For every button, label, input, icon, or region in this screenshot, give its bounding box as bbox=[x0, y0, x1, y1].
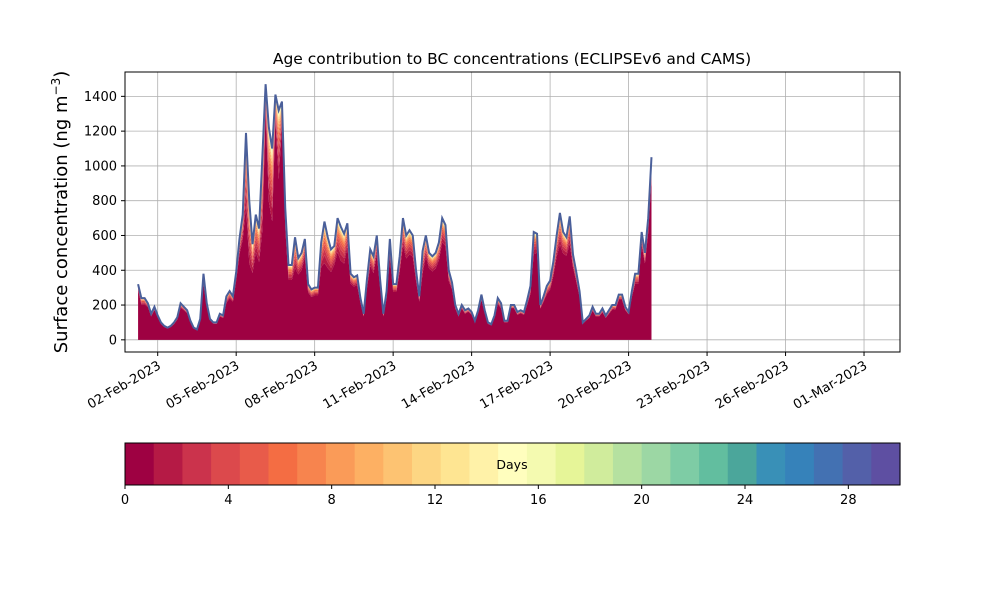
colorbar-segment bbox=[670, 443, 700, 485]
colorbar-segment bbox=[412, 443, 442, 485]
colorbar-tick-label: 20 bbox=[633, 493, 650, 508]
y-tick-label: 800 bbox=[92, 194, 117, 209]
colorbar-tick-label: 0 bbox=[121, 493, 129, 508]
colorbar-segment bbox=[699, 443, 729, 485]
x-tick-label: 20-Feb-2023 bbox=[556, 358, 635, 412]
colorbar-segment bbox=[469, 443, 499, 485]
colorbar-segment bbox=[297, 443, 327, 485]
plot-frame bbox=[124, 71, 901, 353]
colorbar-segment bbox=[239, 443, 270, 485]
axes-frame bbox=[124, 71, 901, 353]
colorbar-tick-label: 8 bbox=[328, 493, 336, 508]
x-tick-label: 05-Feb-2023 bbox=[164, 358, 243, 412]
colorbar-segment bbox=[383, 443, 413, 485]
colorbar-tick-label: 12 bbox=[427, 493, 444, 508]
colorbar-segment bbox=[125, 443, 155, 485]
x-tick-label: 26-Feb-2023 bbox=[713, 358, 792, 412]
colorbar-tick-label: 16 bbox=[530, 493, 547, 508]
y-ticks: 0 200 400 600 800 1000 1200 1400 bbox=[84, 90, 125, 348]
colorbar-segment bbox=[871, 443, 901, 485]
y-tick-label: 1200 bbox=[84, 125, 117, 140]
colorbar-segment bbox=[756, 443, 786, 485]
y-axis-label-main: Surface concentration (ng m bbox=[51, 95, 72, 353]
colorbar-segment bbox=[440, 443, 471, 485]
x-tick-label: 14-Feb-2023 bbox=[399, 358, 478, 412]
colorbar-segment bbox=[641, 443, 671, 485]
colorbar-segment bbox=[813, 443, 844, 485]
x-ticks: 02-Feb-2023 05-Feb-2023 08-Feb-2023 11-Feb-… bbox=[85, 352, 870, 413]
y-tick-label: 400 bbox=[92, 264, 117, 279]
colorbar bbox=[124, 442, 901, 486]
colorbar-segment bbox=[727, 443, 758, 485]
colorbar-label: Days bbox=[496, 457, 527, 472]
colorbar-segment bbox=[785, 443, 815, 485]
y-tick-label: 1000 bbox=[84, 159, 117, 174]
x-tick-label: 02-Feb-2023 bbox=[85, 358, 164, 412]
y-axis-label: Surface concentration (ng m−3) bbox=[49, 71, 72, 354]
colorbar-segment bbox=[182, 443, 212, 485]
colorbar-segment bbox=[153, 443, 183, 485]
x-tick-label: 17-Feb-2023 bbox=[478, 358, 557, 412]
colorbar-segment bbox=[498, 443, 528, 485]
colorbar-tick-label: 4 bbox=[224, 493, 232, 508]
colorbar-segment bbox=[612, 443, 643, 485]
colorbar-ticks: 0 4 8 12 16 20 24 28 bbox=[121, 485, 857, 508]
colorbar-segment bbox=[584, 443, 614, 485]
colorbar-segment bbox=[842, 443, 872, 485]
y-axis-label-close: ) bbox=[51, 71, 72, 78]
colorbar-segment bbox=[211, 443, 241, 485]
colorbar-tick-label: 24 bbox=[737, 493, 754, 508]
y-tick-label: 0 bbox=[109, 333, 117, 348]
age-band-0 bbox=[138, 109, 652, 340]
x-tick-label: 11-Feb-2023 bbox=[321, 358, 400, 412]
x-tick-label: 01-Mar-2023 bbox=[791, 358, 870, 412]
x-tick-label: 23-Feb-2023 bbox=[635, 358, 714, 412]
colorbar-segment bbox=[555, 443, 585, 485]
y-tick-label: 600 bbox=[92, 229, 117, 244]
chart-title: Age contribution to BC concentrations (E… bbox=[273, 50, 751, 68]
y-axis-label-exponent: −3 bbox=[49, 78, 63, 96]
colorbar-segment bbox=[354, 443, 384, 485]
total-line bbox=[137, 84, 653, 331]
colorbar-tick-label: 28 bbox=[840, 493, 857, 508]
colorbar-frame bbox=[124, 442, 901, 486]
x-tick-label: 08-Feb-2023 bbox=[242, 358, 321, 412]
colorbar-segment bbox=[268, 443, 298, 485]
y-tick-label: 200 bbox=[92, 299, 117, 314]
colorbar-segment bbox=[526, 443, 557, 485]
stacked-areas bbox=[137, 84, 653, 340]
y-tick-label: 1400 bbox=[84, 90, 117, 105]
colorbar-segment bbox=[325, 443, 356, 485]
